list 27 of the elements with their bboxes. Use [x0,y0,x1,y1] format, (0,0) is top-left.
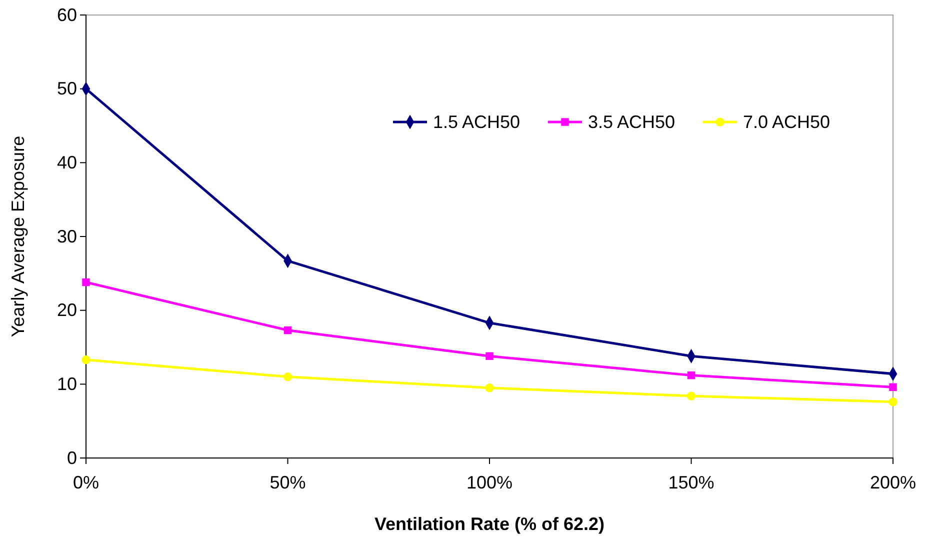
y-tick-label: 50 [56,78,77,99]
y-tick-label: 40 [56,152,77,172]
x-tick-label: 200% [870,472,916,493]
point [686,392,696,400]
point [889,383,897,391]
x-tick-label: 50% [270,472,306,493]
y-axis-title: Yearly Average Exposure [8,136,28,338]
x-axis-title: Ventilation Rate (% of 62.2) [374,514,605,534]
legend-label: 3.5 ACH50 [588,112,676,132]
point [82,278,90,286]
y-tick-label: 10 [56,374,77,394]
x-tick-label: 0% [72,472,100,493]
point [687,371,696,380]
x-tick-label: 100% [466,472,513,493]
legend-label: 1.5 ACH50 [433,112,520,132]
point [82,355,90,364]
point [486,352,494,360]
x-tick-label: 150% [668,472,714,493]
y-tick-label: 0 [66,448,77,468]
point [888,398,898,406]
point [485,383,494,392]
point [283,372,292,382]
y-tick-label: 30 [56,226,77,246]
legend-label: 7.0 ACH50 [743,112,830,132]
y-tick-label: 60 [56,4,77,25]
point [284,326,292,334]
y-tick-label: 20 [56,300,77,320]
